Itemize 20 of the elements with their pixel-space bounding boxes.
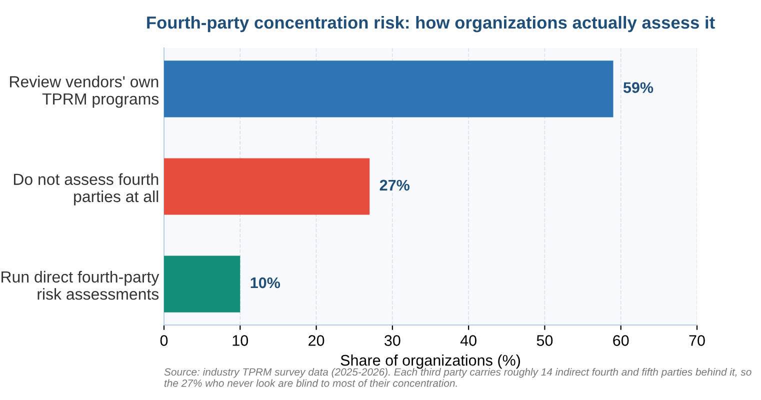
x-tick-label: 50	[536, 335, 553, 346]
bar	[164, 60, 614, 118]
x-tick-label: 10	[232, 335, 248, 346]
x-tick-label: 30	[384, 335, 400, 346]
data-label: 27%	[380, 180, 410, 191]
x-axis-title: Share of organizations (%)	[340, 354, 520, 369]
x-tick-label: 60	[613, 335, 629, 346]
source-note: Source: industry TPRM survey data (2025-2026). Each third party carries roughly 14 indirect fourth and fifth parties behind it, so the 27% who never look are blind to most of their concentration.	[164, 368, 752, 387]
data-label: 59%	[623, 82, 654, 93]
chart-title: Fourth-party concentration risk: how organizations actually assess it	[147, 16, 715, 32]
bar	[164, 158, 370, 215]
x-tick-label: 20	[308, 335, 324, 346]
x-tick-label: 40	[460, 335, 476, 346]
y-tick-label: Do not assess fourth parties at all	[14, 173, 158, 206]
y-tick-label: Review vendors' own TPRM programs	[10, 76, 159, 108]
bar	[164, 256, 240, 312]
y-tick-label: Run direct fourth-party risk assessments	[2, 270, 160, 300]
x-tick-label: 0	[160, 335, 168, 346]
x-tick-label: 70	[689, 335, 705, 346]
data-label: 10%	[250, 277, 280, 288]
